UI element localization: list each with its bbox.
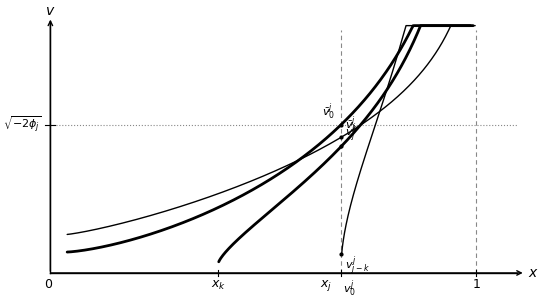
Text: $0$: $0$: [44, 278, 53, 291]
Text: $\bar{v}_0^j$: $\bar{v}_0^j$: [322, 102, 335, 122]
Text: $x_j$: $x_j$: [320, 278, 332, 293]
Text: $v$: $v$: [45, 4, 56, 18]
Text: $\sqrt{-2\phi_j}$: $\sqrt{-2\phi_j}$: [3, 115, 42, 135]
Text: $x$: $x$: [527, 266, 538, 280]
Text: $x_k$: $x_k$: [211, 278, 226, 291]
Text: $1$: $1$: [472, 278, 481, 291]
Text: $v_0^j$: $v_0^j$: [343, 278, 356, 299]
Text: $\bar{v}_k^j$: $\bar{v}_k^j$: [345, 114, 359, 135]
Text: $v_j^j$: $v_j^j$: [345, 122, 357, 145]
Text: $v_{j-k}^j$: $v_{j-k}^j$: [345, 255, 370, 278]
